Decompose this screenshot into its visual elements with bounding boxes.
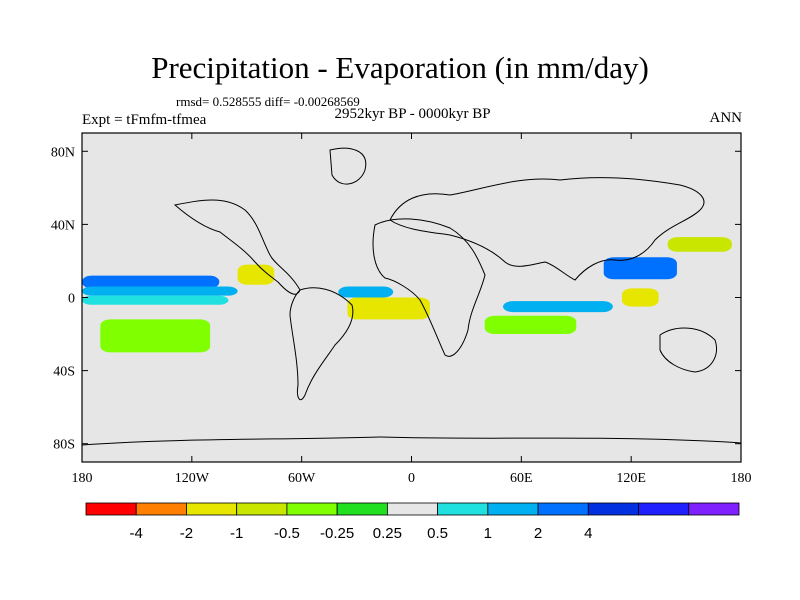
colorbar-swatch [286,502,338,516]
coastlines [82,147,741,446]
x-tick-label: 60W [288,471,316,486]
y-tick-label: 40N [51,218,75,233]
region-west-pacific-wet [603,257,677,280]
region-south-pacific-green [100,319,211,353]
colorbar-swatch [236,502,288,516]
north-america-coast [173,199,301,295]
colorbar-label: 2 [534,525,542,542]
experiment-label: Expt = tFmfm-tfmea [82,112,207,128]
stats-label: rmsd= 0.528555 diff= -0.00268569 [176,94,360,109]
colorbar-label: 4 [584,525,592,542]
colorbar-swatch [487,502,539,516]
region-south-atlantic-dry [347,297,430,320]
colorbar-label: 0.5 [427,525,448,542]
y-tick-label: 80N [51,145,75,160]
antarctica-coast [82,436,741,446]
axes: 180 120W 60W 0 60E 120E 180 80N 40N 0 40S 80S [51,133,752,486]
colorbar-swatch [437,502,489,516]
colorbar-swatch [135,502,187,516]
colorbar-label: -2 [180,525,193,542]
y-tick-label: 80S [53,438,75,453]
region-tropical-pacific-band-center [82,286,238,296]
colorbar-swatch [336,502,388,516]
region-tropical-pacific-band-south [82,295,229,305]
season-label: ANN [709,110,743,126]
region-north-pacific-dry [667,237,732,252]
x-tick-label: 120E [616,471,646,486]
x-tick-label: 120W [175,471,210,486]
x-tick-label: 60E [510,471,533,486]
y-tick-label: 0 [68,292,75,307]
region-central-america-dry [237,264,275,285]
europe-asia-coast [389,177,705,281]
greenland-coast [329,147,367,185]
colorbar-swatch [386,502,439,516]
region-equatorial-atlantic-wet [338,286,394,298]
colorbar-swatch [85,502,137,516]
colorbar-label: -1 [230,525,243,542]
colorbar-label: -0.5 [274,525,300,542]
x-tick-label: 0 [408,471,415,486]
region-south-indian-green [484,315,577,335]
australia-coast [659,327,717,373]
colorbar-label: -4 [130,525,143,542]
colorbar-swatch [186,502,238,516]
region-maritime-continent-dry [622,288,659,307]
colorbar: -4 -2 -1 -0.5 -0.25 0.25 0.5 1 2 4 [85,502,740,542]
y-tick-label: 40S [53,365,75,380]
region-tropical-pacific-band-north [82,275,220,289]
period-label: 2952kyr BP - 0000kyr BP [334,106,491,122]
colorbar-label: -0.25 [320,525,354,542]
anomaly-regions [82,237,732,353]
colorbar-swatch [688,502,740,516]
chart-title: Precipitation - Evaporation (in mm/day) [151,50,649,85]
colorbar-label: 0.25 [373,525,402,542]
colorbar-swatch [587,502,639,516]
region-indian-ocean-wet [503,301,613,313]
africa-coast [372,218,486,357]
colorbar-label: 1 [484,525,492,542]
south-america-coast [289,287,354,401]
colorbar-swatch [638,502,690,516]
colorbar-swatch [537,502,589,516]
x-tick-label: 180 [72,471,93,486]
x-tick-label: 180 [731,471,752,486]
